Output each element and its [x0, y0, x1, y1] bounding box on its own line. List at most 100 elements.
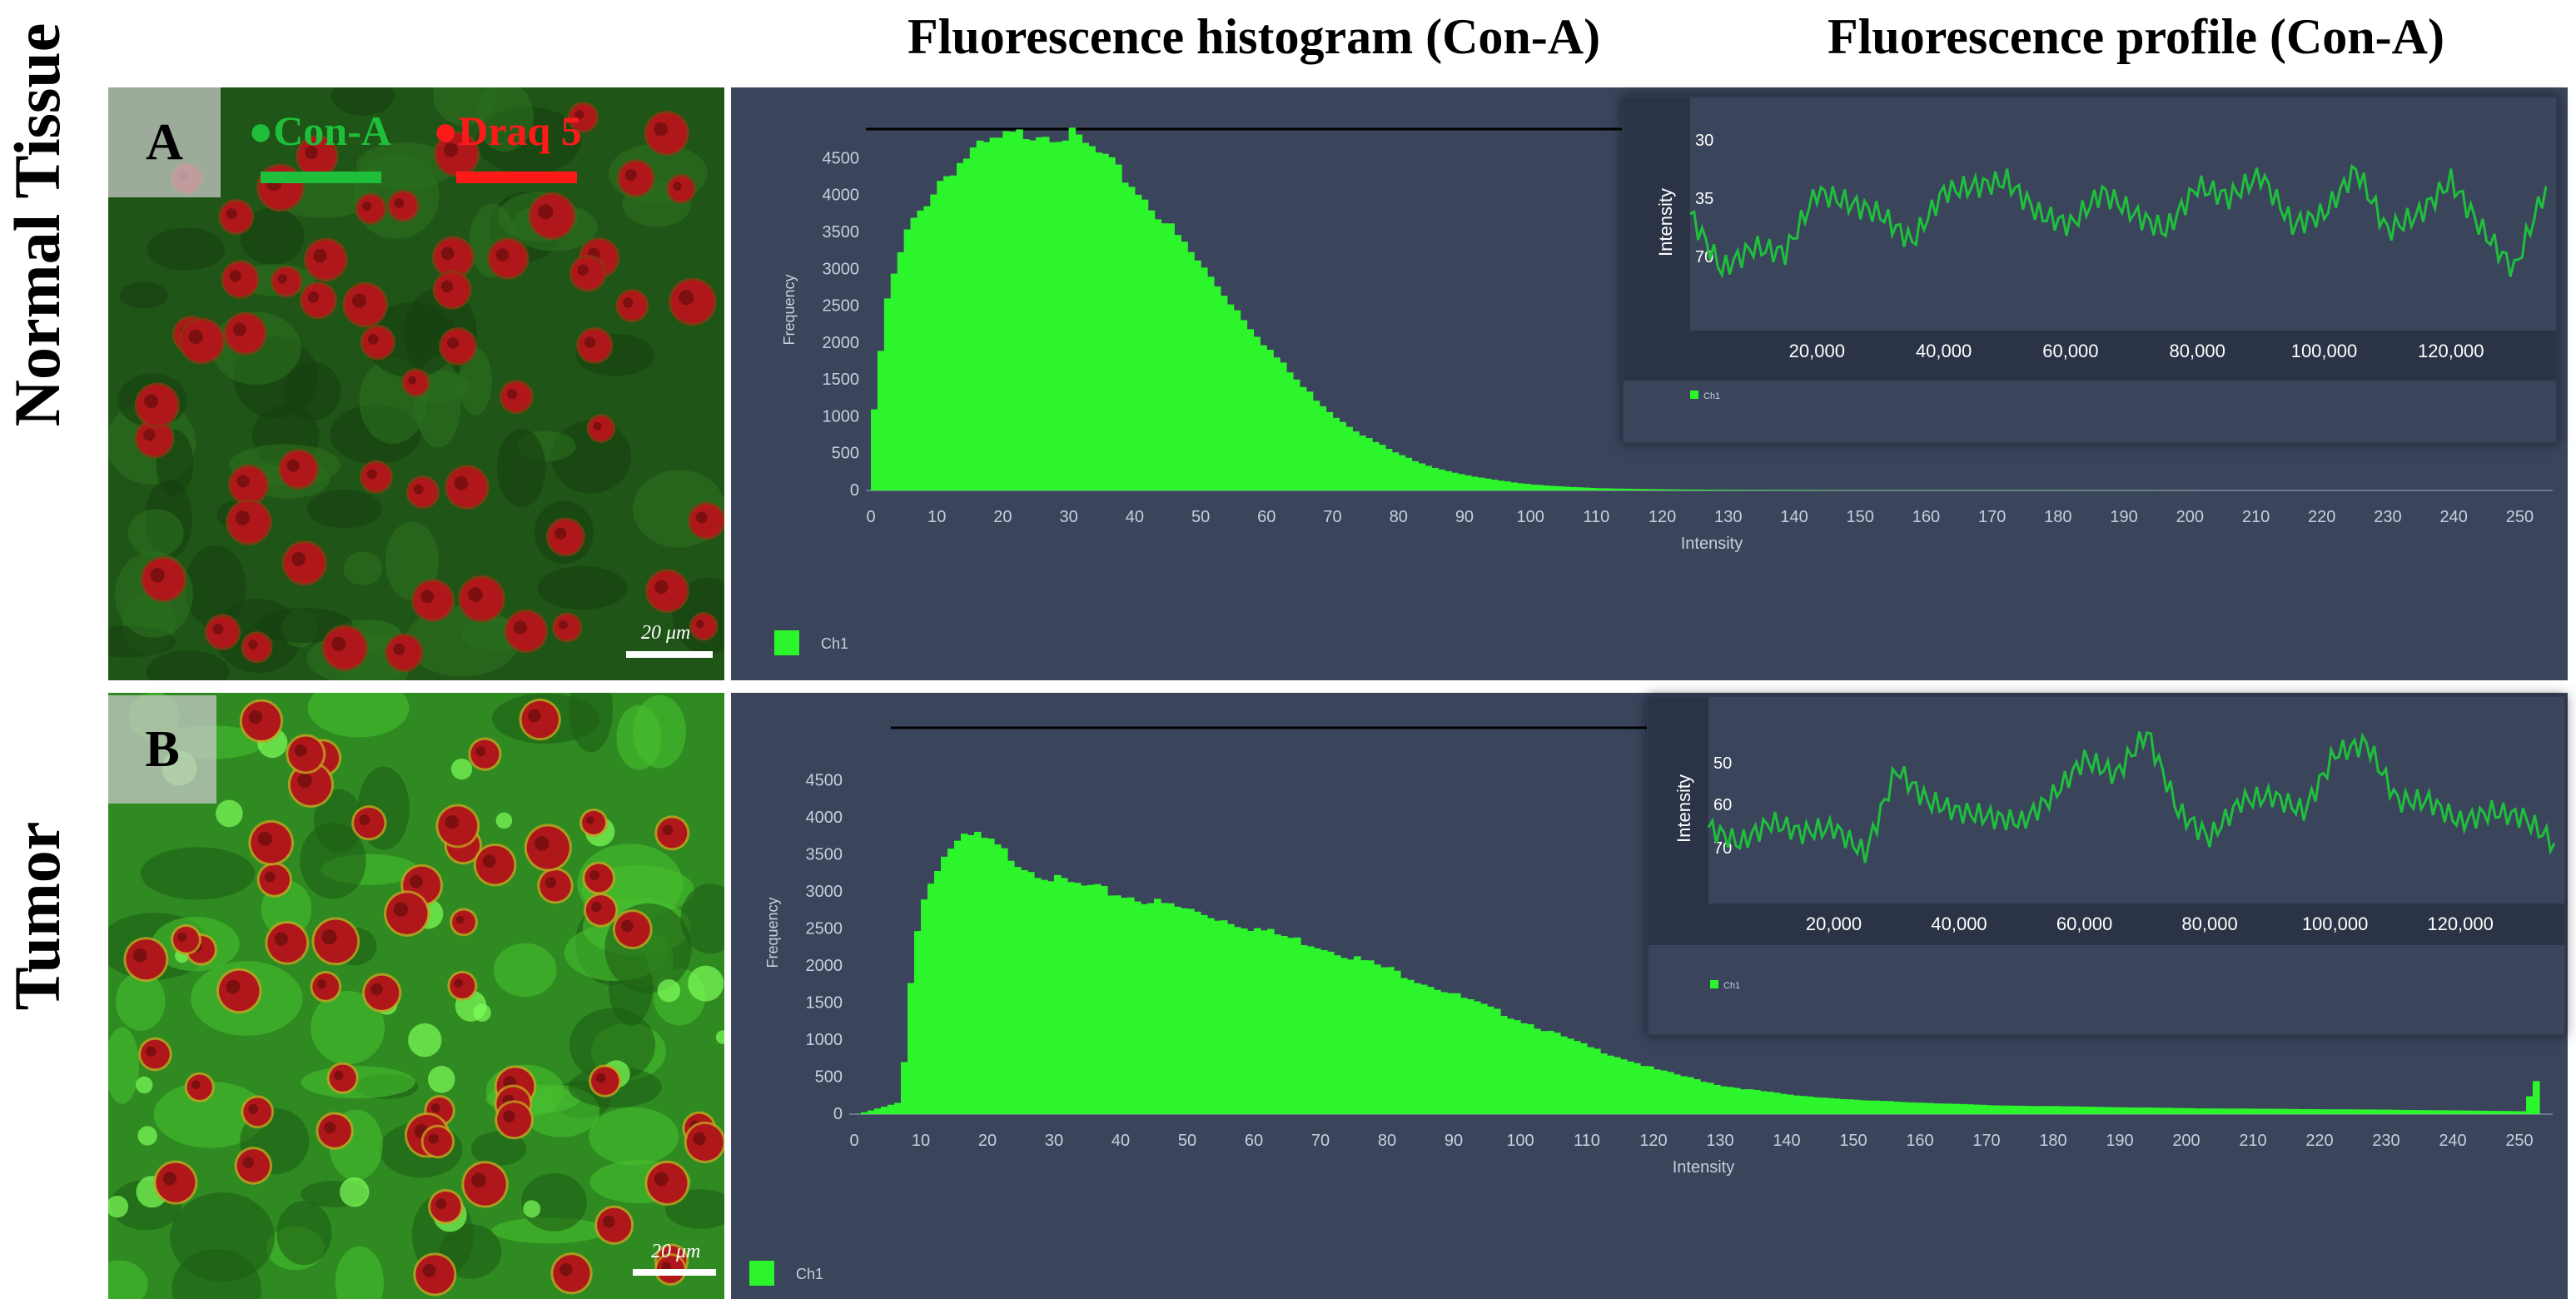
histogram-bar: [1920, 1102, 1927, 1114]
histogram-bar: [1267, 928, 1275, 1114]
x-tick-label: 230: [2372, 1132, 2399, 1150]
profile-legend-label: Ch1: [1723, 981, 1740, 991]
nucleus: [142, 558, 185, 600]
histogram-bar: [1127, 187, 1136, 490]
histogram-bar: [894, 1102, 902, 1114]
histogram-bar: [2426, 1110, 2434, 1114]
histogram-bar: [1287, 938, 1295, 1114]
histogram-bar: [1387, 967, 1395, 1114]
x-tick-label: 200: [2176, 508, 2204, 526]
histogram-bar: [1780, 1093, 1788, 1114]
histogram-bar: [1973, 1104, 1981, 1114]
nucleus-detail: [305, 146, 318, 160]
histogram-bar: [1141, 903, 1148, 1114]
histogram-bar: [2160, 1107, 2167, 1114]
histogram-bar: [1036, 137, 1043, 490]
histogram-bar: [1261, 930, 1268, 1114]
histogram-bar: [1640, 1066, 1648, 1114]
histogram-bar: [1813, 1097, 1821, 1114]
histogram-bar: [1047, 881, 1055, 1114]
histogram-bar: [1042, 137, 1050, 490]
histogram-bar: [1194, 911, 1201, 1114]
histogram-bar: [1947, 1103, 1954, 1114]
histogram-bar: [1420, 984, 1428, 1114]
histogram-bar: [1001, 848, 1008, 1114]
scale-label-b: 20 μm: [651, 1241, 701, 1262]
x-tick-label: 90: [1455, 508, 1474, 526]
legend-con-a: ●Con-A: [248, 107, 391, 154]
histogram-bar: [1095, 152, 1102, 491]
nucleus-detail: [589, 870, 600, 880]
x-tick-label: 130: [1706, 1132, 1733, 1150]
histogram-bar: [1115, 164, 1122, 490]
tissue-texture: [331, 87, 395, 116]
tissue-texture: [569, 1008, 656, 1083]
histogram-bar: [1233, 310, 1241, 490]
histogram-bar: [1510, 482, 1518, 490]
nucleus-detail: [528, 709, 541, 723]
histogram-bar: [1580, 1043, 1588, 1114]
histogram-bar: [1372, 441, 1380, 490]
nucleus: [181, 320, 223, 362]
histogram-bar: [1514, 1020, 1521, 1114]
nucleus-detail: [291, 552, 306, 566]
histogram-bar: [1354, 956, 1361, 1114]
nucleus: [582, 810, 606, 834]
histogram-bar: [1517, 483, 1524, 490]
histogram-bar: [2133, 1107, 2141, 1114]
nucleus: [436, 133, 478, 175]
histogram-bar: [1022, 139, 1030, 490]
histogram-bar: [2446, 1110, 2454, 1114]
histogram-bar: [1649, 489, 1657, 490]
histogram-bar: [1134, 194, 1142, 490]
tissue-texture: [282, 361, 341, 421]
nucleus: [173, 926, 199, 953]
tissue-texture: [537, 566, 628, 610]
y-axis-label: Frequency: [781, 274, 798, 345]
histogram-bar: [2040, 1106, 2047, 1114]
histogram-bar: [1440, 992, 1448, 1114]
histogram-bar: [1544, 485, 1551, 490]
nucleus: [306, 240, 346, 280]
histogram-bar: [1167, 903, 1175, 1114]
nucleus-detail: [621, 919, 634, 933]
histogram-bar: [1967, 1104, 1974, 1114]
histogram-bar: [930, 194, 937, 491]
histogram-bar: [1960, 1103, 1967, 1114]
profile-x-tick: 60,000: [2042, 341, 2098, 361]
nucleus-detail: [257, 831, 272, 846]
histogram-bar: [982, 142, 991, 491]
histogram-bar: [961, 834, 968, 1114]
x-tick-label: 220: [2305, 1132, 2333, 1150]
histogram-bar: [2439, 1110, 2447, 1114]
nucleus: [137, 385, 177, 426]
histogram-bar: [1352, 431, 1360, 490]
nucleus-detail: [359, 814, 370, 825]
histogram-bar: [1853, 1099, 1861, 1114]
histogram-bar: [1740, 1089, 1748, 1114]
nucleus-detail: [324, 1122, 336, 1134]
nucleus: [614, 912, 650, 948]
histogram-bar: [1394, 970, 1401, 1114]
nucleus: [324, 627, 366, 669]
x-tick-label: 210: [2242, 508, 2270, 526]
histogram-bar: [956, 162, 964, 490]
histogram-bar: [2200, 1108, 2207, 1114]
histogram-bar: [974, 831, 982, 1114]
nucleus-detail: [454, 978, 464, 988]
nucleus: [619, 162, 653, 195]
histogram-bar: [1134, 901, 1141, 1114]
histogram-bar: [1609, 488, 1617, 490]
histogram-bar: [1207, 918, 1215, 1114]
nucleus: [141, 1039, 170, 1069]
tissue-texture: [170, 1192, 275, 1282]
x-tick-label: 120: [1649, 508, 1676, 526]
histogram-bar: [1820, 1097, 1828, 1114]
histogram-bar: [1260, 345, 1267, 490]
nucleus: [569, 104, 597, 131]
nucleus: [452, 910, 476, 934]
histogram-bar: [943, 176, 951, 490]
nucleus: [686, 1123, 724, 1161]
histogram-bar: [1280, 362, 1287, 490]
nucleus-detail: [440, 246, 455, 261]
